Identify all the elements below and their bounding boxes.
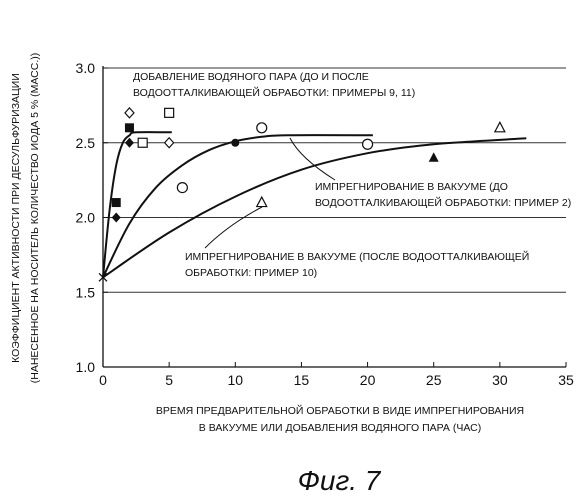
x-tick-label-5: 25 xyxy=(426,372,442,388)
y-tick-label-4: 3.0 xyxy=(76,60,96,76)
leader-vacuum-after xyxy=(205,207,262,248)
annotation-2-line-2: ВОДООТТАЛКИВАЮЩЕЙ ОБРАБОТКИ: ПРИМЕР 2) xyxy=(315,196,571,209)
point-open-square-1 xyxy=(138,138,147,147)
annotation-1-line-1: ДОБАВЛЕНИЕ ВОДЯНОГО ПАРА (ДО И ПОСЛЕ xyxy=(133,71,369,83)
x-tick-labels: 0 5 10 15 20 25 30 35 xyxy=(99,372,574,388)
y-tick-labels: 1.0 1.5 2.0 2.5 3.0 xyxy=(76,60,96,375)
point-open-square-2 xyxy=(165,108,174,117)
annotations: ДОБАВЛЕНИЕ ВОДЯНОГО ПАРА (ДО И ПОСЛЕ ВОДО… xyxy=(133,71,571,279)
point-filled-circle-1 xyxy=(231,139,239,147)
leader-vacuum-before xyxy=(290,138,335,180)
x-axis-title-line-2: В ВАКУУМЕ ИЛИ ДОБАВЛЕНИЯ ВОДЯНОГО ПАРА (… xyxy=(199,422,481,434)
y-axis-title-line-2: (НАНЕСЕННОЕ НА НОСИТЕЛЬ КОЛИЧЕСТВО ИОДА … xyxy=(29,53,41,384)
point-filled-diamond-2 xyxy=(125,138,134,148)
x-tick-label-2: 10 xyxy=(227,372,243,388)
point-open-circle-3 xyxy=(363,139,373,149)
x-tick-label-3: 15 xyxy=(294,372,310,388)
x-tick-label-7: 35 xyxy=(558,372,574,388)
point-filled-square-2 xyxy=(125,123,134,132)
x-tick-label-0: 0 xyxy=(99,372,107,388)
point-open-circle-2 xyxy=(257,123,267,133)
point-open-diamond-1 xyxy=(125,108,134,118)
x-axis-title-line-1: ВРЕМЯ ПРЕДВАРИТЕЛЬНОЙ ОБРАБОТКИ В ВИДЕ И… xyxy=(156,404,524,417)
y-axis-title-line-1: КОЭФФИЦИЕНТ АКТИВНОСТИ ПРИ ДЕСУЛЬФУРИЗАЦ… xyxy=(10,73,22,363)
point-open-circle-1 xyxy=(177,183,187,193)
y-tick-label-3: 2.5 xyxy=(76,135,96,151)
point-open-triangle-2 xyxy=(495,122,505,132)
x-tick-label-4: 20 xyxy=(360,372,376,388)
y-tick-label-0: 1.0 xyxy=(76,359,96,375)
point-filled-triangle-1 xyxy=(429,152,439,162)
x-tick-label-6: 30 xyxy=(492,372,508,388)
annotation-3-line-1: ИМПРЕГНИРОВАНИЕ В ВАКУУМЕ (ПОСЛЕ ВОДООТТ… xyxy=(185,250,529,263)
y-tick-label-1: 1.5 xyxy=(76,284,96,300)
annotation-leaders xyxy=(205,138,335,248)
x-tick-label-1: 5 xyxy=(165,372,173,388)
figure-label: Фиг. 7 xyxy=(298,465,382,496)
point-open-triangle-1 xyxy=(257,197,267,207)
point-open-diamond-2 xyxy=(165,138,174,148)
point-filled-square-1 xyxy=(112,198,121,207)
annotation-1-line-2: ВОДООТТАЛКИВАЮЩЕЙ ОБРАБОТКИ: ПРИМЕРЫ 9, … xyxy=(133,86,415,99)
point-filled-diamond-1 xyxy=(112,213,121,223)
y-tick-label-2: 2.0 xyxy=(76,210,96,226)
annotation-3-line-2: ОБРАБОТКИ: ПРИМЕР 10) xyxy=(185,267,317,279)
annotation-2-line-1: ИМПРЕГНИРОВАНИЕ В ВАКУУМЕ (ДО xyxy=(315,181,508,193)
